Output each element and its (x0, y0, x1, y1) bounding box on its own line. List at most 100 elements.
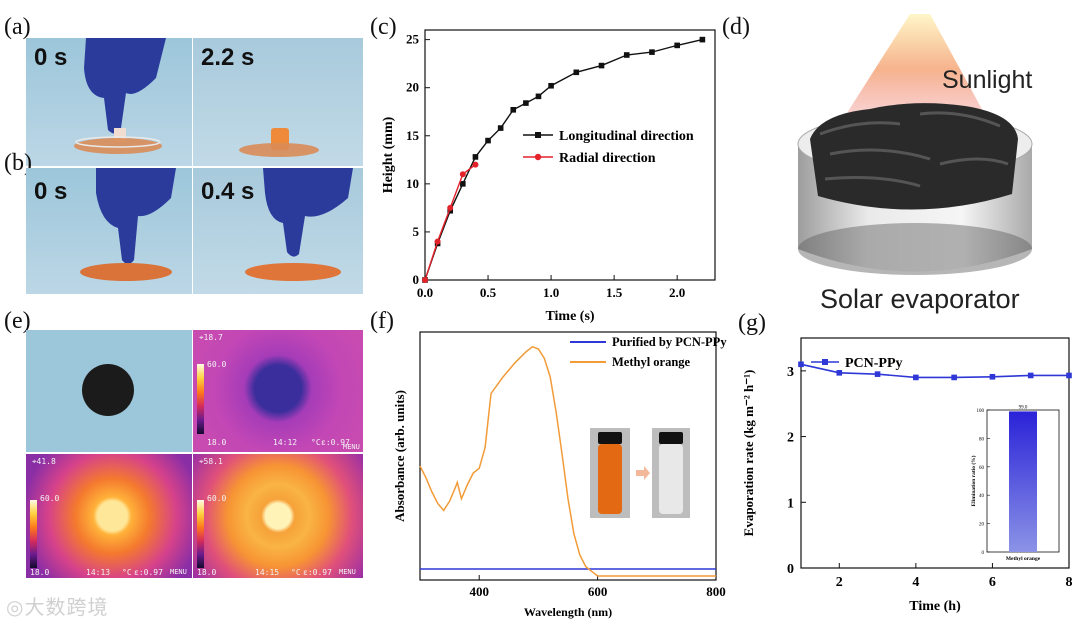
inset-y-tick-label: 0 (982, 551, 985, 556)
inset-bar-label: 99.0 (1019, 405, 1028, 410)
legend-label: Longitudinal direction (559, 129, 694, 144)
x-axis-label: Time (h) (909, 599, 961, 614)
vials-photo (590, 428, 690, 518)
photo-e-sample (26, 330, 192, 452)
photo-a-right: 2.2 s (193, 38, 363, 166)
data-point (434, 238, 441, 245)
thermal-image-2: ⌖41.8 60.0 18.0 14:13 °C ε:0.97 MENU (26, 454, 192, 578)
photo-a-left: 0 s (26, 38, 192, 166)
emissivity: ε:0.97 (321, 438, 350, 447)
y-tick-label: 20 (406, 80, 419, 95)
x-tick-label: 1.5 (606, 285, 623, 300)
scale-min: 18.0 (30, 568, 50, 577)
legend-label: Purified by PCN-PPy (612, 335, 727, 349)
solar-evaporator-label: Solar evaporator (820, 284, 1020, 314)
legend-label: PCN-PPy (845, 356, 903, 371)
data-point (472, 161, 479, 168)
menu-button[interactable]: MENU (339, 568, 356, 576)
data-point (598, 62, 605, 69)
time-label: 0 s (34, 44, 68, 71)
x-tick-label: 2.0 (669, 285, 685, 300)
data-point (913, 374, 919, 381)
watermark: ◎大数跨境 (6, 595, 109, 619)
temperature-readout: ⌖41.8 (32, 457, 56, 466)
glove-hand-icon (74, 38, 166, 154)
menu-button[interactable]: MENU (343, 443, 360, 451)
inset-bar (1009, 411, 1037, 552)
scale-min: 18.0 (197, 568, 217, 577)
series-line (424, 164, 476, 281)
x-tick-label: 1.0 (543, 285, 559, 300)
x-tick-label: 6 (989, 575, 996, 590)
data-point (951, 374, 957, 381)
time-label: 2.2 s (201, 44, 255, 71)
y-tick-label: 15 (406, 128, 420, 143)
thermal-image-1: ⌖18.7 60.0 18.0 14:12 °C ε:0.97 MENU (193, 330, 363, 452)
inset-y-tick-label: 60 (979, 466, 985, 471)
y-axis-label: Height (mm) (381, 116, 396, 193)
plot-frame (800, 337, 1070, 569)
data-point (836, 370, 843, 376)
legend-marker (535, 132, 541, 138)
chart-c: 0.0 0.5 1.0 1.5 2.0 0 5 10 15 20 25 Time (s) Height … (381, 29, 716, 324)
inset-y-tick-label: 100 (977, 409, 985, 414)
temp-unit: °C (291, 568, 301, 577)
glove-hand-icon (80, 168, 176, 281)
data-point (1027, 372, 1034, 379)
data-point (535, 93, 542, 100)
scale-max: 60.0 (40, 494, 60, 503)
clock: 14:15 (255, 568, 280, 577)
emissivity: ε:0.97 (303, 568, 332, 577)
purified-vial-icon (659, 444, 683, 514)
solar-evaporator-illustration (797, 14, 1033, 275)
x-tick-label: 400 (469, 584, 489, 599)
temperature-readout: ⌖58.1 (199, 457, 223, 466)
data-point (1066, 372, 1072, 379)
data-point (798, 361, 804, 368)
data-point (989, 373, 996, 380)
y-tick-label: 2 (787, 431, 794, 446)
y-tick-label: 25 (406, 32, 420, 47)
time-label: 0.4 s (201, 178, 255, 205)
photo-b-right: 0.4 s (193, 168, 363, 294)
data-point (485, 137, 491, 144)
vial-cap-icon (659, 432, 683, 444)
y-tick-label: 0 (413, 272, 420, 287)
data-point (623, 52, 630, 58)
clock: 14:13 (86, 568, 111, 577)
temperature-readout: ⌖18.7 (199, 333, 223, 342)
scale-min: 18.0 (207, 438, 227, 447)
thermal-image-3: ⌖58.1 60.0 18.0 14:15 °C ε:0.97 MENU (193, 454, 363, 578)
panel-label-f: (f) (370, 308, 394, 334)
data-point (459, 171, 466, 178)
menu-button[interactable]: MENU (170, 568, 187, 576)
inset-y-tick-label: 40 (979, 494, 985, 499)
plot-frame (419, 331, 717, 581)
sunlight-label: Sunlight (942, 66, 1033, 94)
legend-label: Radial direction (559, 151, 656, 166)
temp-unit: °C (122, 568, 132, 577)
y-tick-label: 5 (413, 224, 420, 239)
series-line (419, 345, 716, 577)
glove-hand-icon (245, 168, 353, 281)
x-tick-label: 4 (912, 575, 919, 590)
panel-label-a: (a) (4, 14, 31, 40)
sample-dish-icon (239, 128, 319, 157)
inset-y-tick-label: 20 (979, 523, 985, 528)
legend-marker (822, 359, 828, 365)
data-point (460, 181, 466, 187)
y-axis-label: Absorbance (arb. units) (392, 390, 407, 522)
chart-f: 400 600 800 Wavelength (nm) Absorbance (arb.… (392, 331, 727, 619)
panel-label-d: (d) (722, 14, 750, 40)
x-tick-label: 8 (1066, 575, 1073, 590)
panel-label-e: (e) (4, 308, 31, 334)
panel-label-c: (c) (370, 14, 397, 40)
y-tick-label: 1 (787, 496, 794, 511)
inset-y-tick-label: 80 (979, 437, 985, 442)
clock: 14:12 (273, 438, 298, 447)
x-tick-label: 600 (588, 584, 608, 599)
methyl-orange-vial-icon (598, 444, 622, 514)
x-tick-label: 800 (706, 584, 726, 599)
x-axis-label: Time (s) (545, 309, 594, 324)
sample-disc-icon (82, 364, 134, 416)
